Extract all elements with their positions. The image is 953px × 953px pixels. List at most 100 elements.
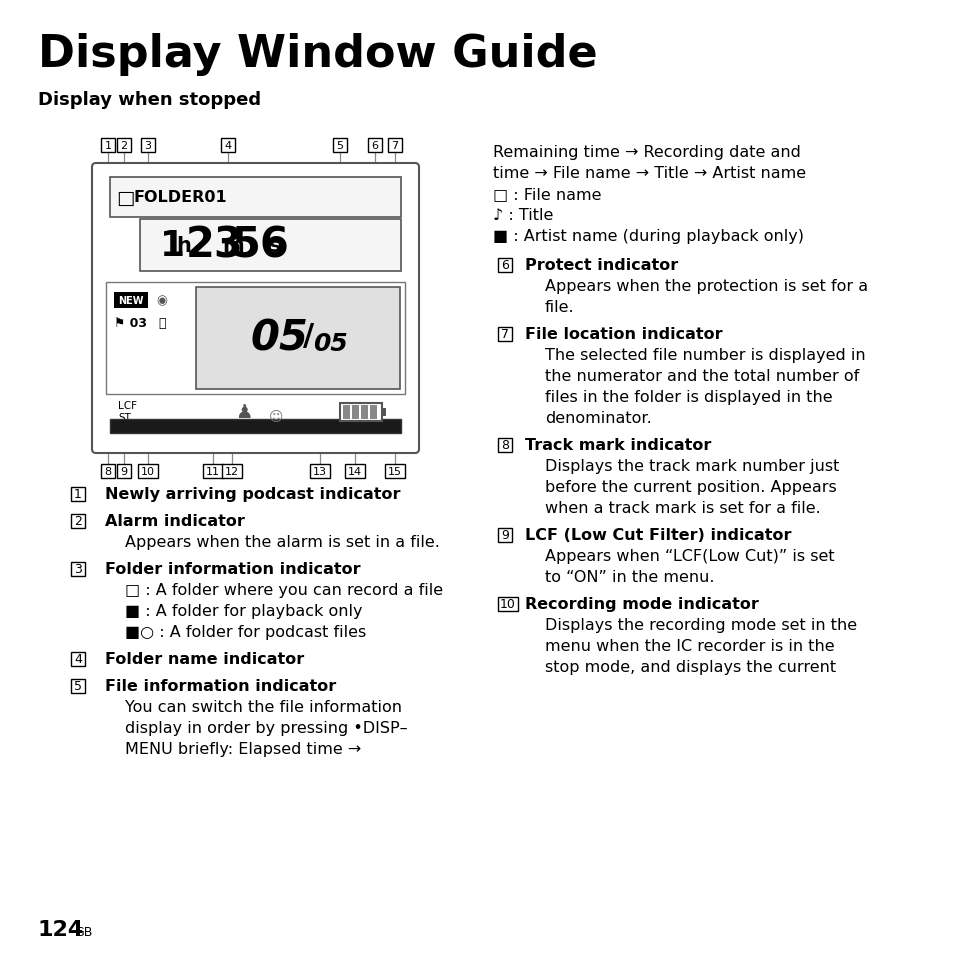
Bar [221,139,234,152]
Text: files in the folder is displayed in the: files in the folder is displayed in the [544,390,832,405]
Bar [138,464,158,478]
Text: 7: 7 [500,328,509,341]
Text: menu when the IC recorder is in the: menu when the IC recorder is in the [544,639,834,654]
Bar [388,139,401,152]
Bar [497,258,512,273]
Text: □ : File name: □ : File name [493,187,601,202]
Text: ■○ : A folder for podcast files: ■○ : A folder for podcast files [125,625,366,639]
Text: 7: 7 [391,141,398,151]
Text: 6: 6 [500,259,508,273]
Text: 2: 2 [74,515,82,528]
Text: 56: 56 [232,225,290,267]
Text: Appears when the alarm is set in a file.: Appears when the alarm is set in a file. [125,535,439,550]
Text: when a track mark is set for a file.: when a track mark is set for a file. [544,500,820,516]
Bar [497,328,512,341]
Text: 8: 8 [500,439,509,452]
Text: 23: 23 [185,225,243,267]
FancyBboxPatch shape [91,164,418,454]
Text: Alarm indicator: Alarm indicator [105,514,245,529]
Text: m: m [222,235,244,255]
Text: Appears when the protection is set for a: Appears when the protection is set for a [544,278,867,294]
Text: ♟: ♟ [235,403,253,422]
Text: □: □ [116,189,134,208]
Text: 6: 6 [371,141,378,151]
Bar [117,139,131,152]
Text: ■ : Artist name (during playback only): ■ : Artist name (during playback only) [493,229,803,244]
Text: 14: 14 [348,467,362,476]
Bar [385,464,405,478]
Text: 12: 12 [225,467,239,476]
Text: 3: 3 [74,563,82,576]
Text: ■ : A folder for playback only: ■ : A folder for playback only [125,604,362,618]
Text: □ : A folder where you can record a file: □ : A folder where you can record a file [125,583,442,598]
Bar [141,139,154,152]
Text: 13: 13 [313,467,327,476]
Text: /: / [303,322,314,351]
Bar [345,464,365,478]
Text: Display Window Guide: Display Window Guide [38,33,597,76]
Bar [368,139,381,152]
Text: 5: 5 [74,679,82,693]
Text: ♪ : Title: ♪ : Title [493,208,553,223]
Bar [140,220,400,272]
Text: 4: 4 [74,653,82,666]
Bar [117,464,131,478]
Bar [339,403,381,421]
Text: Protect indicator: Protect indicator [524,258,678,274]
Text: 3: 3 [144,141,152,151]
Text: 9: 9 [120,467,128,476]
Bar [71,679,85,693]
Text: FOLDER01: FOLDER01 [133,191,228,205]
Bar [71,562,85,577]
Bar [497,529,512,542]
Text: GB: GB [74,925,92,939]
Text: 🔒: 🔒 [158,316,165,330]
Text: ◉: ◉ [156,294,168,307]
Bar [222,464,242,478]
Text: File location indicator: File location indicator [524,327,721,342]
Text: 1: 1 [74,488,82,501]
Bar [360,406,368,419]
Bar [333,139,347,152]
Text: s: s [269,235,281,255]
Text: time → File name → Title → Artist name: time → File name → Title → Artist name [493,166,805,181]
Text: 15: 15 [388,467,401,476]
Bar [203,464,223,478]
Text: Appears when “LCF(Low Cut)” is set: Appears when “LCF(Low Cut)” is set [544,548,834,563]
Text: NEW: NEW [118,295,144,306]
Bar [370,406,376,419]
Text: Folder information indicator: Folder information indicator [105,562,360,577]
Bar [497,438,512,453]
Bar [71,488,85,501]
Bar [110,178,400,218]
Text: Folder name indicator: Folder name indicator [105,652,304,667]
Text: stop mode, and displays the current: stop mode, and displays the current [544,659,835,675]
Bar [113,293,148,309]
Text: 8: 8 [104,467,112,476]
Text: 4: 4 [224,141,232,151]
Text: denominator.: denominator. [544,411,651,426]
Bar [101,464,115,478]
Bar [381,409,386,416]
Bar [110,419,400,434]
Text: h: h [176,235,191,255]
Text: before the current position. Appears: before the current position. Appears [544,479,836,495]
Text: Track mark indicator: Track mark indicator [524,438,711,453]
Text: Displays the track mark number just: Displays the track mark number just [544,458,839,474]
Text: 1: 1 [160,229,185,263]
Bar [101,139,115,152]
Text: Remaining time → Recording date and: Remaining time → Recording date and [493,145,800,160]
Text: 05: 05 [313,332,347,355]
Text: file.: file. [544,299,574,314]
Text: 10: 10 [499,598,516,611]
Bar [195,288,399,390]
Text: File information indicator: File information indicator [105,679,335,694]
Text: 9: 9 [500,529,508,542]
Text: MENU briefly: Elapsed time →: MENU briefly: Elapsed time → [125,741,361,757]
Text: display in order by pressing •DISP–: display in order by pressing •DISP– [125,720,407,736]
Text: Recording mode indicator: Recording mode indicator [524,597,758,612]
Bar [310,464,330,478]
Text: Displays the recording mode set in the: Displays the recording mode set in the [544,618,856,633]
Text: to “ON” in the menu.: to “ON” in the menu. [544,569,714,584]
Bar [343,406,350,419]
